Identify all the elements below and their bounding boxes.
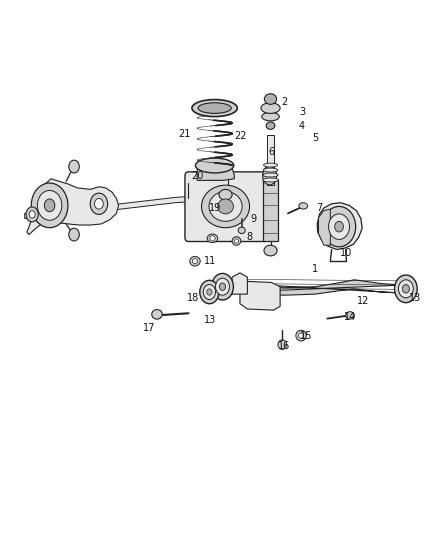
Ellipse shape bbox=[403, 285, 410, 293]
Ellipse shape bbox=[200, 280, 219, 304]
Polygon shape bbox=[254, 204, 272, 212]
Ellipse shape bbox=[264, 245, 277, 256]
Text: 3: 3 bbox=[299, 107, 305, 117]
Ellipse shape bbox=[215, 278, 230, 295]
Ellipse shape bbox=[219, 189, 232, 200]
Text: 6: 6 bbox=[268, 147, 275, 157]
Text: 7: 7 bbox=[316, 203, 322, 213]
Ellipse shape bbox=[395, 275, 417, 303]
Ellipse shape bbox=[192, 100, 237, 117]
Ellipse shape bbox=[296, 330, 306, 341]
Polygon shape bbox=[25, 193, 228, 219]
Text: 13: 13 bbox=[410, 293, 422, 303]
Ellipse shape bbox=[262, 112, 279, 121]
Ellipse shape bbox=[346, 312, 354, 319]
Ellipse shape bbox=[263, 168, 278, 172]
Polygon shape bbox=[240, 281, 280, 310]
Ellipse shape bbox=[195, 158, 234, 173]
Text: 17: 17 bbox=[143, 322, 155, 333]
Text: 11: 11 bbox=[204, 256, 216, 266]
Ellipse shape bbox=[218, 199, 233, 214]
Text: 22: 22 bbox=[235, 131, 247, 141]
Ellipse shape bbox=[209, 191, 242, 221]
Ellipse shape bbox=[232, 237, 241, 245]
Text: 5: 5 bbox=[312, 133, 318, 143]
Ellipse shape bbox=[207, 289, 212, 295]
Ellipse shape bbox=[90, 193, 108, 214]
Ellipse shape bbox=[29, 211, 35, 218]
Text: 21: 21 bbox=[178, 128, 190, 139]
Text: 12: 12 bbox=[357, 296, 369, 306]
Ellipse shape bbox=[238, 227, 245, 233]
Bar bbox=[267, 135, 274, 185]
Polygon shape bbox=[239, 280, 403, 295]
Text: 16: 16 bbox=[279, 341, 291, 351]
Text: 20: 20 bbox=[191, 171, 203, 181]
Polygon shape bbox=[197, 165, 234, 180]
Ellipse shape bbox=[263, 166, 277, 185]
Ellipse shape bbox=[298, 333, 304, 338]
Ellipse shape bbox=[26, 207, 38, 222]
FancyBboxPatch shape bbox=[185, 172, 268, 241]
Text: 8: 8 bbox=[247, 232, 253, 243]
Text: 2: 2 bbox=[281, 96, 288, 107]
Ellipse shape bbox=[335, 221, 343, 232]
Ellipse shape bbox=[399, 280, 413, 298]
Ellipse shape bbox=[69, 228, 79, 241]
Ellipse shape bbox=[328, 214, 350, 239]
Ellipse shape bbox=[198, 103, 231, 114]
Ellipse shape bbox=[219, 283, 226, 290]
Text: 19: 19 bbox=[208, 203, 221, 213]
Polygon shape bbox=[317, 203, 362, 249]
Ellipse shape bbox=[190, 256, 200, 266]
Ellipse shape bbox=[234, 239, 239, 243]
Ellipse shape bbox=[278, 340, 287, 350]
Text: 4: 4 bbox=[299, 120, 305, 131]
Text: 18: 18 bbox=[187, 293, 199, 303]
Text: 10: 10 bbox=[339, 248, 352, 258]
Polygon shape bbox=[232, 273, 247, 294]
Text: 13: 13 bbox=[204, 314, 216, 325]
Ellipse shape bbox=[264, 163, 278, 167]
Ellipse shape bbox=[192, 259, 198, 264]
Ellipse shape bbox=[263, 173, 278, 177]
Ellipse shape bbox=[210, 236, 215, 241]
Ellipse shape bbox=[212, 273, 233, 300]
Polygon shape bbox=[318, 209, 330, 245]
Ellipse shape bbox=[31, 183, 68, 228]
Ellipse shape bbox=[322, 206, 356, 247]
Ellipse shape bbox=[37, 190, 62, 220]
Polygon shape bbox=[263, 180, 279, 241]
Ellipse shape bbox=[261, 103, 280, 114]
Text: 14: 14 bbox=[344, 312, 356, 322]
Ellipse shape bbox=[201, 185, 250, 228]
Ellipse shape bbox=[203, 285, 215, 300]
Ellipse shape bbox=[95, 198, 103, 209]
Text: 9: 9 bbox=[251, 214, 257, 224]
Ellipse shape bbox=[263, 178, 279, 182]
Ellipse shape bbox=[207, 234, 218, 243]
Text: 1: 1 bbox=[312, 264, 318, 274]
Text: 15: 15 bbox=[300, 330, 312, 341]
Ellipse shape bbox=[44, 199, 55, 212]
Ellipse shape bbox=[152, 310, 162, 319]
Ellipse shape bbox=[299, 203, 307, 209]
Ellipse shape bbox=[266, 122, 275, 130]
Polygon shape bbox=[27, 179, 119, 235]
Ellipse shape bbox=[265, 94, 277, 104]
Ellipse shape bbox=[69, 160, 79, 173]
